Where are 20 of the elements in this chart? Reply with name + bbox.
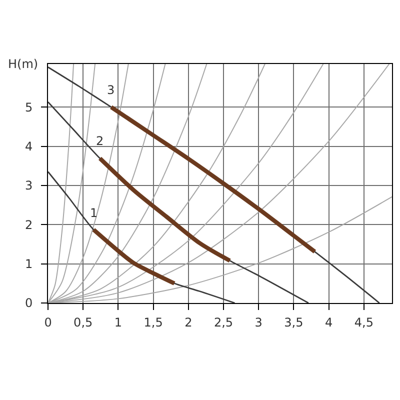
x-tick-label: 2,5	[214, 315, 234, 330]
y-tick-label: 5	[24, 100, 33, 114]
x-tick-label: 3	[254, 315, 262, 330]
x-tick-label: 1,5	[144, 315, 163, 330]
series-label: 3	[107, 83, 115, 97]
series-label: 2	[96, 134, 104, 148]
x-tick-label: 4	[325, 315, 333, 330]
x-tick-label: 1	[114, 315, 122, 330]
x-tick-label: 0,5	[74, 315, 93, 330]
y-tick-label: 1	[24, 257, 33, 272]
series-label: 1	[90, 206, 98, 220]
x-tick-label: 3,5	[284, 315, 304, 330]
y-tick-label: 0	[24, 296, 33, 310]
y-axis-title: H(m)	[8, 57, 38, 71]
x-tick-label: 4,5	[354, 315, 374, 330]
x-tick-label: 0	[44, 315, 52, 330]
y-tick-label: 3	[24, 178, 33, 193]
y-tick-label: 4	[24, 139, 33, 154]
x-tick-label: 2	[184, 315, 192, 330]
y-tick-label: 2	[24, 218, 33, 232]
